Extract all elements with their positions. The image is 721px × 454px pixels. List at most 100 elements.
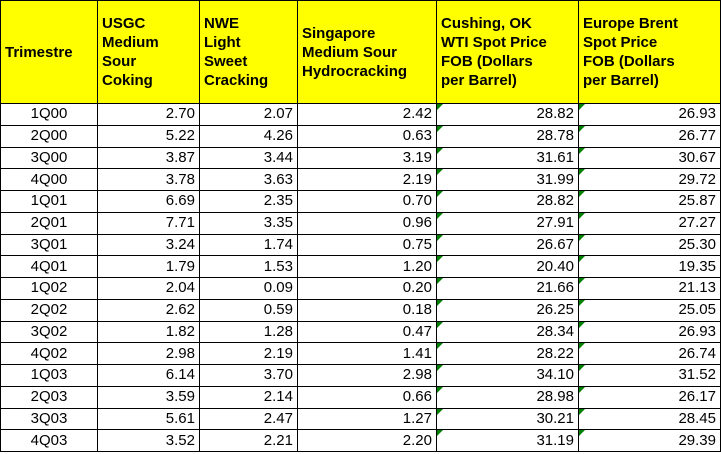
cell: 20.40 [436,255,579,278]
row-label: 3Q03 [0,407,98,431]
table-row: 2Q01 7.71 3.35 0.96 27.91 27.27 [0,211,721,235]
cell: 3.78 [97,168,200,191]
row-label: 1Q02 [0,277,98,300]
cell: 5.22 [97,124,200,148]
cell: 0.59 [199,298,298,322]
cell: 28.82 [436,190,579,213]
cell: 27.91 [436,211,579,235]
cell: 28.22 [436,342,579,365]
row-label: 1Q03 [0,364,98,387]
cell: 28.34 [436,320,579,344]
cell: 1.53 [199,255,298,278]
row-label: 1Q01 [0,190,98,213]
cell: 1.27 [297,407,437,431]
row-label: 2Q00 [0,124,98,148]
cell: 0.63 [297,124,437,148]
cell: 2.70 [97,103,200,126]
cell: 1.20 [297,255,437,278]
cell: 6.14 [97,364,200,387]
cell: 0.75 [297,233,437,257]
cell: 26.17 [578,385,721,409]
header-row: Trimestre USGC Medium Sour Coking NWE Ligh… [0,0,721,104]
table-row: 4Q02 2.98 2.19 1.41 28.22 26.74 [0,342,721,365]
cell: 26.74 [578,342,721,365]
row-label: 1Q00 [0,103,98,126]
cell: 26.93 [578,320,721,344]
table-row: 4Q00 3.78 3.63 2.19 31.99 29.72 [0,168,721,191]
cell: 26.67 [436,233,579,257]
cell: 0.70 [297,190,437,213]
cell: 34.10 [436,364,579,387]
cell: 3.24 [97,233,200,257]
cell: 25.87 [578,190,721,213]
row-label: 4Q02 [0,342,98,365]
cell: 4.26 [199,124,298,148]
cell: 26.77 [578,124,721,148]
cell: 3.87 [97,146,200,170]
cell: 2.19 [199,342,298,365]
table-row: 4Q03 3.52 2.21 2.20 31.19 29.39 [0,429,721,452]
cell: 30.21 [436,407,579,431]
row-label: 4Q01 [0,255,98,278]
cell: 2.20 [297,429,437,452]
row-label: 3Q01 [0,233,98,257]
row-label: 2Q02 [0,298,98,322]
cell: 2.19 [297,168,437,191]
cell: 2.21 [199,429,298,452]
cell: 26.25 [436,298,579,322]
cell: 31.52 [578,364,721,387]
table-row: 3Q00 3.87 3.44 3.19 31.61 30.67 [0,146,721,170]
cell: 28.98 [436,385,579,409]
cell: 31.61 [436,146,579,170]
cell: 19.35 [578,255,721,278]
cell: 1.79 [97,255,200,278]
table-row: 3Q02 1.82 1.28 0.47 28.34 26.93 [0,320,721,344]
cell: 3.19 [297,146,437,170]
column-header: Trimestre [0,0,98,104]
cell: 3.52 [97,429,200,452]
cell: 1.74 [199,233,298,257]
cell: 27.27 [578,211,721,235]
cell: 1.28 [199,320,298,344]
cell: 25.05 [578,298,721,322]
row-label: 4Q00 [0,168,98,191]
row-label: 3Q02 [0,320,98,344]
cell: 1.82 [97,320,200,344]
table-row: 3Q01 3.24 1.74 0.75 26.67 25.30 [0,233,721,257]
table-row: 2Q02 2.62 0.59 0.18 26.25 25.05 [0,298,721,322]
column-header: NWE Light Sweet Cracking [199,0,298,104]
row-label: 4Q03 [0,429,98,452]
table-row: 1Q01 6.69 2.35 0.70 28.82 25.87 [0,190,721,213]
column-header: USGC Medium Sour Coking [97,0,200,104]
column-header: Singapore Medium Sour Hydrocracking [297,0,437,104]
table-row: 2Q03 3.59 2.14 0.66 28.98 26.17 [0,385,721,409]
cell: 3.59 [97,385,200,409]
table-row: 3Q03 5.61 2.47 1.27 30.21 28.45 [0,407,721,431]
cell: 29.39 [578,429,721,452]
table-body: 1Q00 2.70 2.07 2.42 28.82 26.93 2Q00 5.22 4.26 0.… [0,103,721,452]
cell: 0.20 [297,277,437,300]
table-row: 4Q01 1.79 1.53 1.20 20.40 19.35 [0,255,721,278]
cell: 0.66 [297,385,437,409]
cell: 25.30 [578,233,721,257]
cell: 2.07 [199,103,298,126]
cell: 31.99 [436,168,579,191]
cell: 6.69 [97,190,200,213]
cell: 0.18 [297,298,437,322]
table-row: 1Q03 6.14 3.70 2.98 34.10 31.52 [0,364,721,387]
cell: 21.66 [436,277,579,300]
row-label: 3Q00 [0,146,98,170]
cell: 2.35 [199,190,298,213]
cell: 3.35 [199,211,298,235]
cell: 26.93 [578,103,721,126]
table-row: 1Q02 2.04 0.09 0.20 21.66 21.13 [0,277,721,300]
cell: 29.72 [578,168,721,191]
cell: 5.61 [97,407,200,431]
row-label: 2Q01 [0,211,98,235]
table-row: 1Q00 2.70 2.07 2.42 28.82 26.93 [0,103,721,126]
cell: 0.47 [297,320,437,344]
cell: 28.78 [436,124,579,148]
column-header: Europe Brent Spot Price FOB (Dollars per… [578,0,721,104]
cell: 28.45 [578,407,721,431]
